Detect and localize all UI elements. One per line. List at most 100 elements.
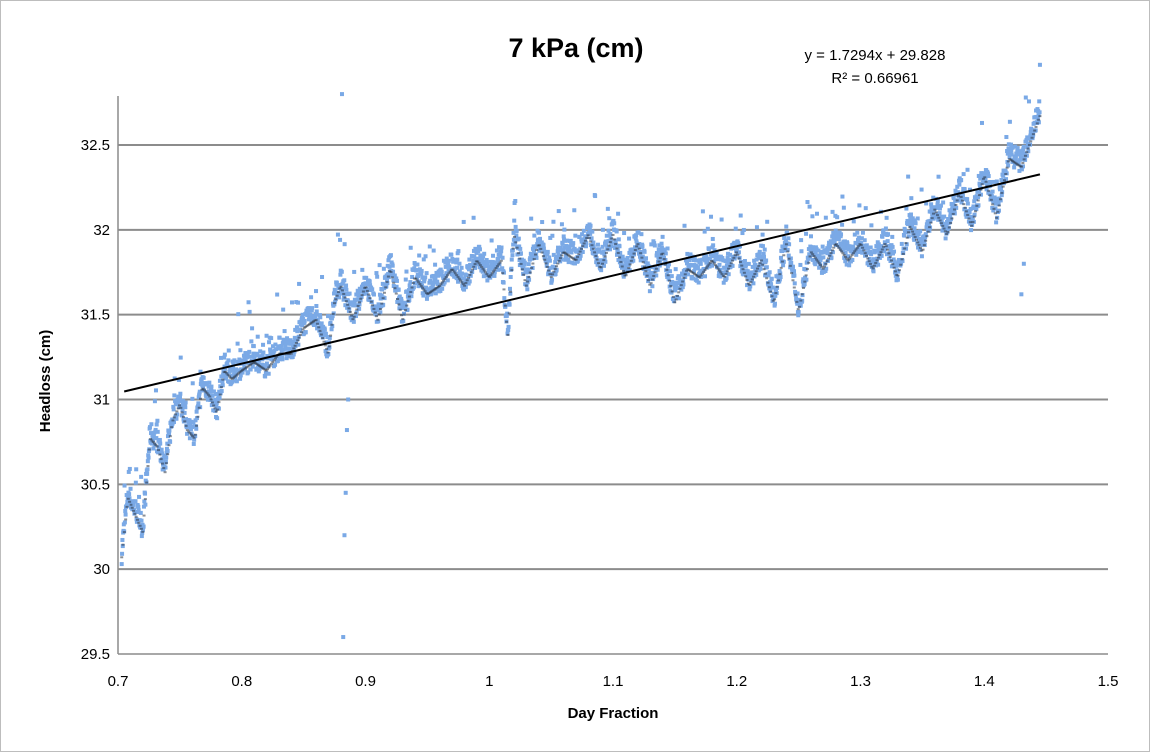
data-point bbox=[795, 301, 800, 306]
data-point-core bbox=[650, 278, 654, 281]
data-point-core bbox=[742, 271, 746, 274]
data-point bbox=[318, 315, 323, 320]
data-point-core bbox=[904, 242, 908, 245]
data-point bbox=[645, 271, 650, 276]
data-point bbox=[564, 253, 569, 258]
data-point-core bbox=[1001, 185, 1005, 188]
y-tick-label: 31 bbox=[93, 392, 110, 409]
data-point-core bbox=[506, 333, 510, 336]
outlier-point bbox=[1019, 292, 1024, 297]
data-point-core bbox=[972, 215, 976, 218]
data-point bbox=[221, 372, 226, 377]
data-point bbox=[287, 354, 292, 359]
data-point-core bbox=[720, 273, 724, 276]
data-point bbox=[314, 309, 319, 314]
data-point bbox=[782, 235, 787, 240]
data-point bbox=[599, 268, 604, 273]
data-point-core bbox=[160, 462, 164, 465]
data-point bbox=[190, 396, 195, 401]
data-point bbox=[473, 265, 478, 270]
data-point bbox=[622, 231, 627, 236]
data-point-core bbox=[883, 243, 887, 246]
data-point-core bbox=[918, 246, 922, 249]
trendline-equation: y = 1.7294x + 29.828 bbox=[805, 47, 946, 64]
data-point bbox=[246, 300, 251, 305]
data-point-core bbox=[537, 244, 541, 247]
data-point bbox=[182, 410, 187, 415]
data-point bbox=[510, 253, 515, 258]
data-point bbox=[400, 302, 405, 307]
data-point bbox=[508, 275, 513, 280]
data-point bbox=[334, 280, 339, 285]
data-point bbox=[352, 300, 357, 305]
data-point-core bbox=[662, 258, 666, 261]
data-point bbox=[125, 499, 130, 504]
data-point bbox=[158, 441, 163, 446]
data-point bbox=[323, 331, 328, 336]
data-point bbox=[366, 294, 371, 299]
data-point-core bbox=[635, 245, 639, 248]
data-point bbox=[644, 266, 649, 271]
data-point-core bbox=[748, 283, 752, 286]
data-point bbox=[853, 240, 858, 245]
data-point-core bbox=[528, 271, 532, 274]
data-point bbox=[912, 226, 917, 231]
data-point bbox=[193, 418, 198, 423]
data-point bbox=[222, 355, 227, 360]
data-point bbox=[342, 242, 347, 247]
data-point bbox=[770, 285, 775, 290]
data-point bbox=[678, 278, 683, 283]
data-point-core bbox=[887, 252, 891, 255]
data-point-core bbox=[372, 307, 376, 310]
data-point bbox=[1019, 167, 1024, 172]
data-point bbox=[604, 239, 609, 244]
data-point bbox=[760, 232, 765, 237]
data-point bbox=[502, 296, 507, 301]
data-point bbox=[694, 258, 699, 263]
data-point-core bbox=[667, 279, 671, 282]
data-point-core bbox=[935, 214, 939, 217]
data-point bbox=[842, 255, 847, 260]
data-point bbox=[389, 273, 394, 278]
data-point bbox=[363, 281, 368, 286]
data-point-core bbox=[195, 424, 199, 427]
data-point bbox=[522, 260, 527, 265]
data-point bbox=[761, 251, 766, 256]
data-point bbox=[215, 391, 220, 396]
data-point bbox=[387, 264, 392, 269]
data-point bbox=[265, 354, 270, 359]
data-point bbox=[251, 344, 256, 349]
data-point bbox=[500, 255, 505, 260]
data-point bbox=[138, 510, 143, 515]
data-point-core bbox=[315, 322, 319, 325]
data-point bbox=[314, 289, 319, 294]
data-point bbox=[709, 214, 714, 219]
data-point bbox=[376, 303, 381, 308]
data-point bbox=[367, 279, 372, 284]
data-point-core bbox=[488, 275, 492, 278]
data-point bbox=[827, 247, 832, 252]
data-point-core bbox=[535, 249, 539, 252]
data-point bbox=[462, 287, 467, 292]
data-point-core bbox=[884, 245, 888, 248]
data-point bbox=[1017, 168, 1022, 173]
data-point bbox=[330, 324, 335, 329]
data-point-core bbox=[133, 512, 137, 515]
data-point bbox=[967, 209, 972, 214]
data-point bbox=[855, 230, 860, 235]
data-point bbox=[393, 287, 398, 292]
data-point bbox=[360, 267, 365, 272]
trendline bbox=[123, 173, 1041, 393]
data-point bbox=[802, 282, 807, 287]
data-point bbox=[875, 256, 880, 261]
data-point bbox=[403, 300, 408, 305]
data-point bbox=[652, 243, 657, 248]
data-point-core bbox=[1030, 136, 1034, 139]
data-point bbox=[447, 264, 452, 269]
data-point bbox=[752, 258, 757, 263]
data-point bbox=[421, 257, 426, 262]
data-point bbox=[641, 257, 646, 262]
data-point-core bbox=[1000, 191, 1004, 194]
data-point bbox=[859, 236, 864, 241]
data-point-core bbox=[872, 264, 876, 267]
